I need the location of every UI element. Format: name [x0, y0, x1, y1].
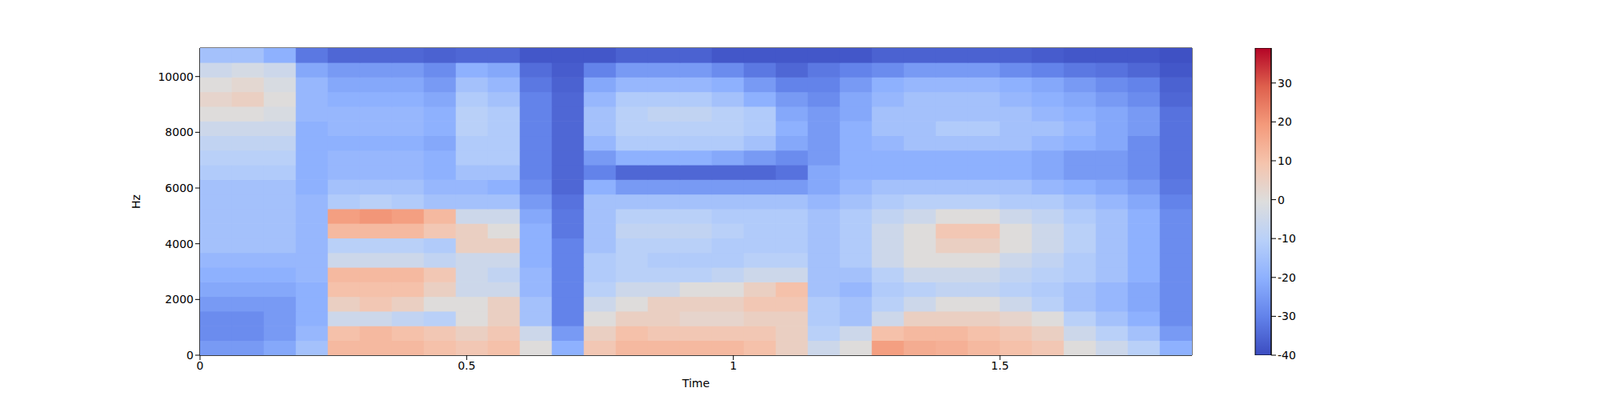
- svg-text:Hz: Hz: [129, 194, 143, 209]
- svg-text:4000: 4000: [164, 237, 194, 251]
- svg-text:10000: 10000: [157, 70, 194, 84]
- svg-text:-20: -20: [1277, 271, 1296, 284]
- svg-text:0: 0: [196, 359, 204, 372]
- svg-text:0: 0: [1277, 193, 1285, 207]
- svg-text:20: 20: [1277, 115, 1292, 128]
- svg-text:1.5: 1.5: [991, 359, 1009, 372]
- svg-text:6000: 6000: [164, 181, 194, 195]
- svg-text:1: 1: [729, 359, 737, 372]
- svg-text:-30: -30: [1277, 309, 1296, 323]
- svg-text:0: 0: [186, 348, 194, 362]
- svg-text:10: 10: [1277, 154, 1292, 168]
- svg-text:-40: -40: [1277, 348, 1296, 362]
- svg-text:2000: 2000: [164, 292, 194, 306]
- svg-text:Time: Time: [681, 376, 710, 390]
- svg-text:30: 30: [1277, 76, 1292, 90]
- svg-text:-10: -10: [1277, 232, 1296, 245]
- svg-text:0.5: 0.5: [457, 359, 476, 372]
- svg-text:8000: 8000: [164, 125, 194, 139]
